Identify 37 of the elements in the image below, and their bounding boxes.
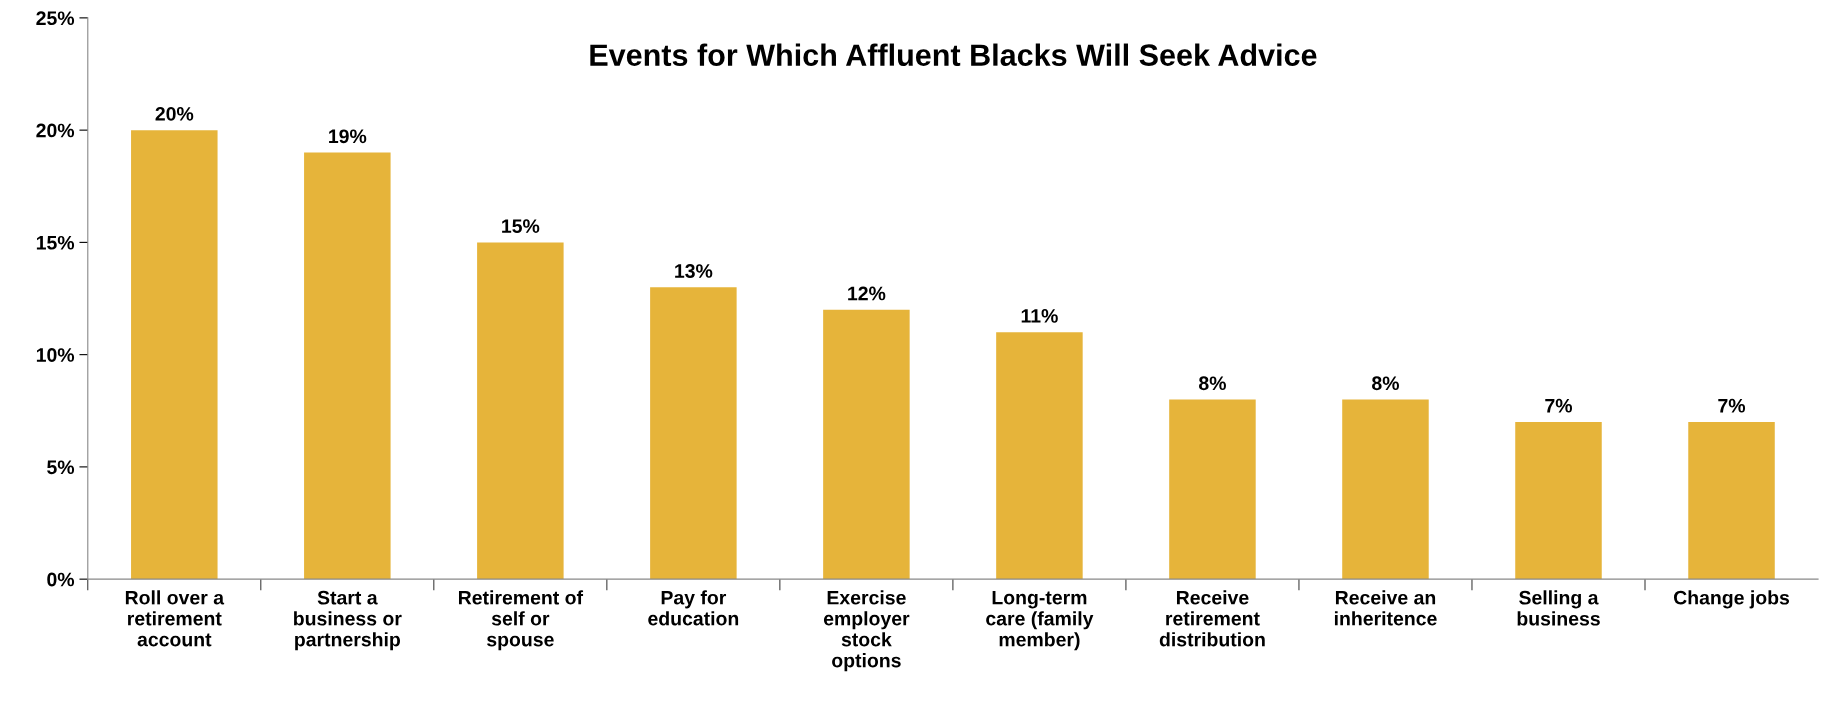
bar xyxy=(1342,399,1429,580)
y-tick-label: 10% xyxy=(36,348,75,362)
y-tick-label: 15% xyxy=(36,235,75,250)
bar xyxy=(996,332,1083,580)
data-label: 13% xyxy=(675,264,713,278)
x-tick-label: Change jobs xyxy=(1673,590,1790,609)
data-label: 12% xyxy=(848,286,886,301)
data-label: 8% xyxy=(1199,376,1226,391)
y-tick-label: 5% xyxy=(47,460,75,475)
bar xyxy=(650,287,737,580)
x-tick-label: Receive retirement distribution xyxy=(1159,590,1265,647)
x-tick-label: Start a business or partnership xyxy=(294,590,402,651)
bar xyxy=(1688,421,1775,580)
data-label: 7% xyxy=(1718,398,1746,413)
bar xyxy=(131,130,218,580)
x-tick-label: Exercise employer stock options xyxy=(823,590,910,672)
y-tick-label: 20% xyxy=(36,123,75,138)
bar xyxy=(1169,399,1256,580)
data-label: 15% xyxy=(502,219,540,233)
bar xyxy=(477,242,564,580)
data-label: 11% xyxy=(1021,309,1058,323)
y-tick-label: 25% xyxy=(36,11,75,26)
x-tick-label: Pay for education xyxy=(648,590,739,626)
bar xyxy=(823,309,910,580)
x-tick-label: Retirement of self or spouse xyxy=(458,590,584,651)
data-label: 19% xyxy=(329,129,367,144)
data-label: 7% xyxy=(1545,398,1573,413)
bar xyxy=(304,152,391,580)
x-tick-label: Long-term care (family member) xyxy=(986,590,1094,651)
x-tick-label: Receive an inheritence xyxy=(1334,590,1437,626)
x-tick-label: Selling a business xyxy=(1517,590,1600,626)
data-label: 8% xyxy=(1372,376,1400,391)
bar xyxy=(1515,421,1602,580)
y-tick-label: 0% xyxy=(47,572,75,587)
text: Events for Which Affluent Blacks Will Seek Advice xyxy=(590,43,1317,66)
data-label: 20% xyxy=(155,106,194,121)
x-tick-label: Roll over a retirement account xyxy=(125,590,225,647)
